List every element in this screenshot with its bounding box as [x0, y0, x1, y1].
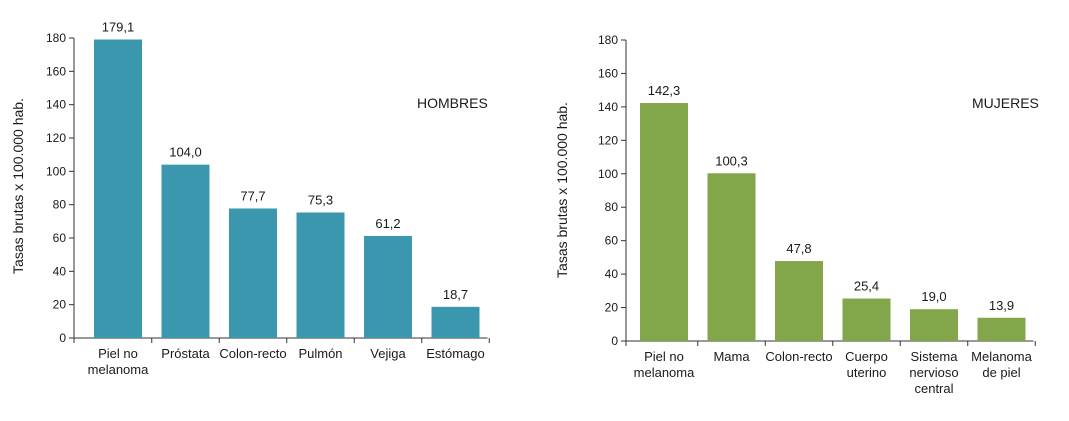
data-label: 100,3: [715, 153, 748, 168]
y-tick-label: 160: [598, 66, 618, 80]
panel-label: HOMBRES: [417, 95, 488, 111]
data-label: 18,7: [443, 287, 468, 302]
y-tick-label: 180: [46, 31, 66, 45]
y-tick-label: 120: [46, 131, 66, 145]
data-label: 104,0: [169, 145, 202, 160]
x-tick-label: Estómago: [426, 346, 485, 361]
x-tick-label: melanoma: [88, 362, 149, 377]
x-tick-label: Colon-recto: [219, 346, 286, 361]
data-label: 142,3: [648, 83, 681, 98]
y-tick-label: 80: [53, 198, 67, 212]
bar-hombres-2: [229, 208, 277, 338]
chart-panel-mujeres: 0 20 40 60 80 100 120 140 160 180 142,3 Piel nomela…: [554, 33, 1039, 396]
data-label: 61,2: [375, 216, 400, 231]
data-label: 179,1: [102, 20, 135, 35]
bar-hombres-0: [94, 39, 142, 338]
x-tick-label: uterino: [847, 365, 887, 380]
y-tick-label: 60: [605, 234, 619, 248]
x-tick-label: Vejiga: [370, 346, 406, 361]
x-tick-label: Mama: [713, 349, 750, 364]
y-tick-label: 140: [46, 98, 66, 112]
bar-hombres-4: [364, 236, 412, 338]
y-tick-label: 20: [605, 301, 619, 315]
x-tick-label: Piel no: [98, 346, 138, 361]
bar-hombres-1: [161, 164, 210, 338]
y-tick-label: 20: [53, 298, 67, 312]
y-tick-label: 0: [611, 334, 618, 348]
bar-mujeres-2: [775, 261, 823, 341]
x-tick-label: Cuerpo: [845, 349, 888, 364]
y-tick-label: 120: [598, 133, 618, 147]
y-tick-label: 60: [53, 231, 67, 245]
data-label: 75,3: [308, 193, 333, 208]
chart-panel-hombres: 0 20 40 60 80 100 120 140 160 180 179,1 Piel nomela…: [10, 20, 490, 377]
bar-mujeres-3: [842, 298, 891, 341]
data-label: 77,7: [240, 189, 265, 204]
x-tick-label: nervioso: [909, 365, 958, 380]
x-tick-label: Próstata: [161, 346, 210, 361]
y-tick-label: 100: [598, 167, 618, 181]
x-tick-label: Sistema: [911, 349, 959, 364]
bar-hombres-3: [296, 212, 345, 338]
bar-mujeres-4: [910, 309, 958, 341]
panel-label: MUJERES: [972, 95, 1039, 111]
y-tick-label: 40: [605, 267, 619, 281]
bar-mujeres-1: [707, 173, 756, 341]
y-tick-label: 180: [598, 33, 618, 47]
y-tick-label: 80: [605, 200, 619, 214]
x-tick-label: Colon-recto: [765, 349, 832, 364]
y-tick-label: 140: [598, 100, 618, 114]
y-tick-label: 0: [59, 331, 66, 345]
y-axis-title: Tasas brutas x 100.000 hab.: [10, 98, 26, 274]
x-tick-label: Piel no: [644, 349, 684, 364]
data-label: 13,9: [989, 298, 1014, 313]
x-tick-label: Melanoma: [971, 349, 1032, 364]
data-label: 19,0: [921, 289, 946, 304]
y-tick-label: 100: [46, 164, 66, 178]
y-tick-label: 160: [46, 64, 66, 78]
bar-mujeres-5: [977, 317, 1026, 341]
data-label: 47,8: [786, 241, 811, 256]
x-tick-label: Pulmón: [298, 346, 342, 361]
y-axis-title: Tasas brutas x 100.000 hab.: [554, 102, 570, 278]
x-tick-label: central: [914, 381, 953, 396]
bar-hombres-5: [431, 306, 480, 338]
x-tick-label: melanoma: [634, 365, 695, 380]
bar-mujeres-0: [640, 103, 688, 341]
y-tick-label: 40: [53, 264, 67, 278]
data-label: 25,4: [854, 279, 879, 294]
x-tick-label: de piel: [982, 365, 1020, 380]
